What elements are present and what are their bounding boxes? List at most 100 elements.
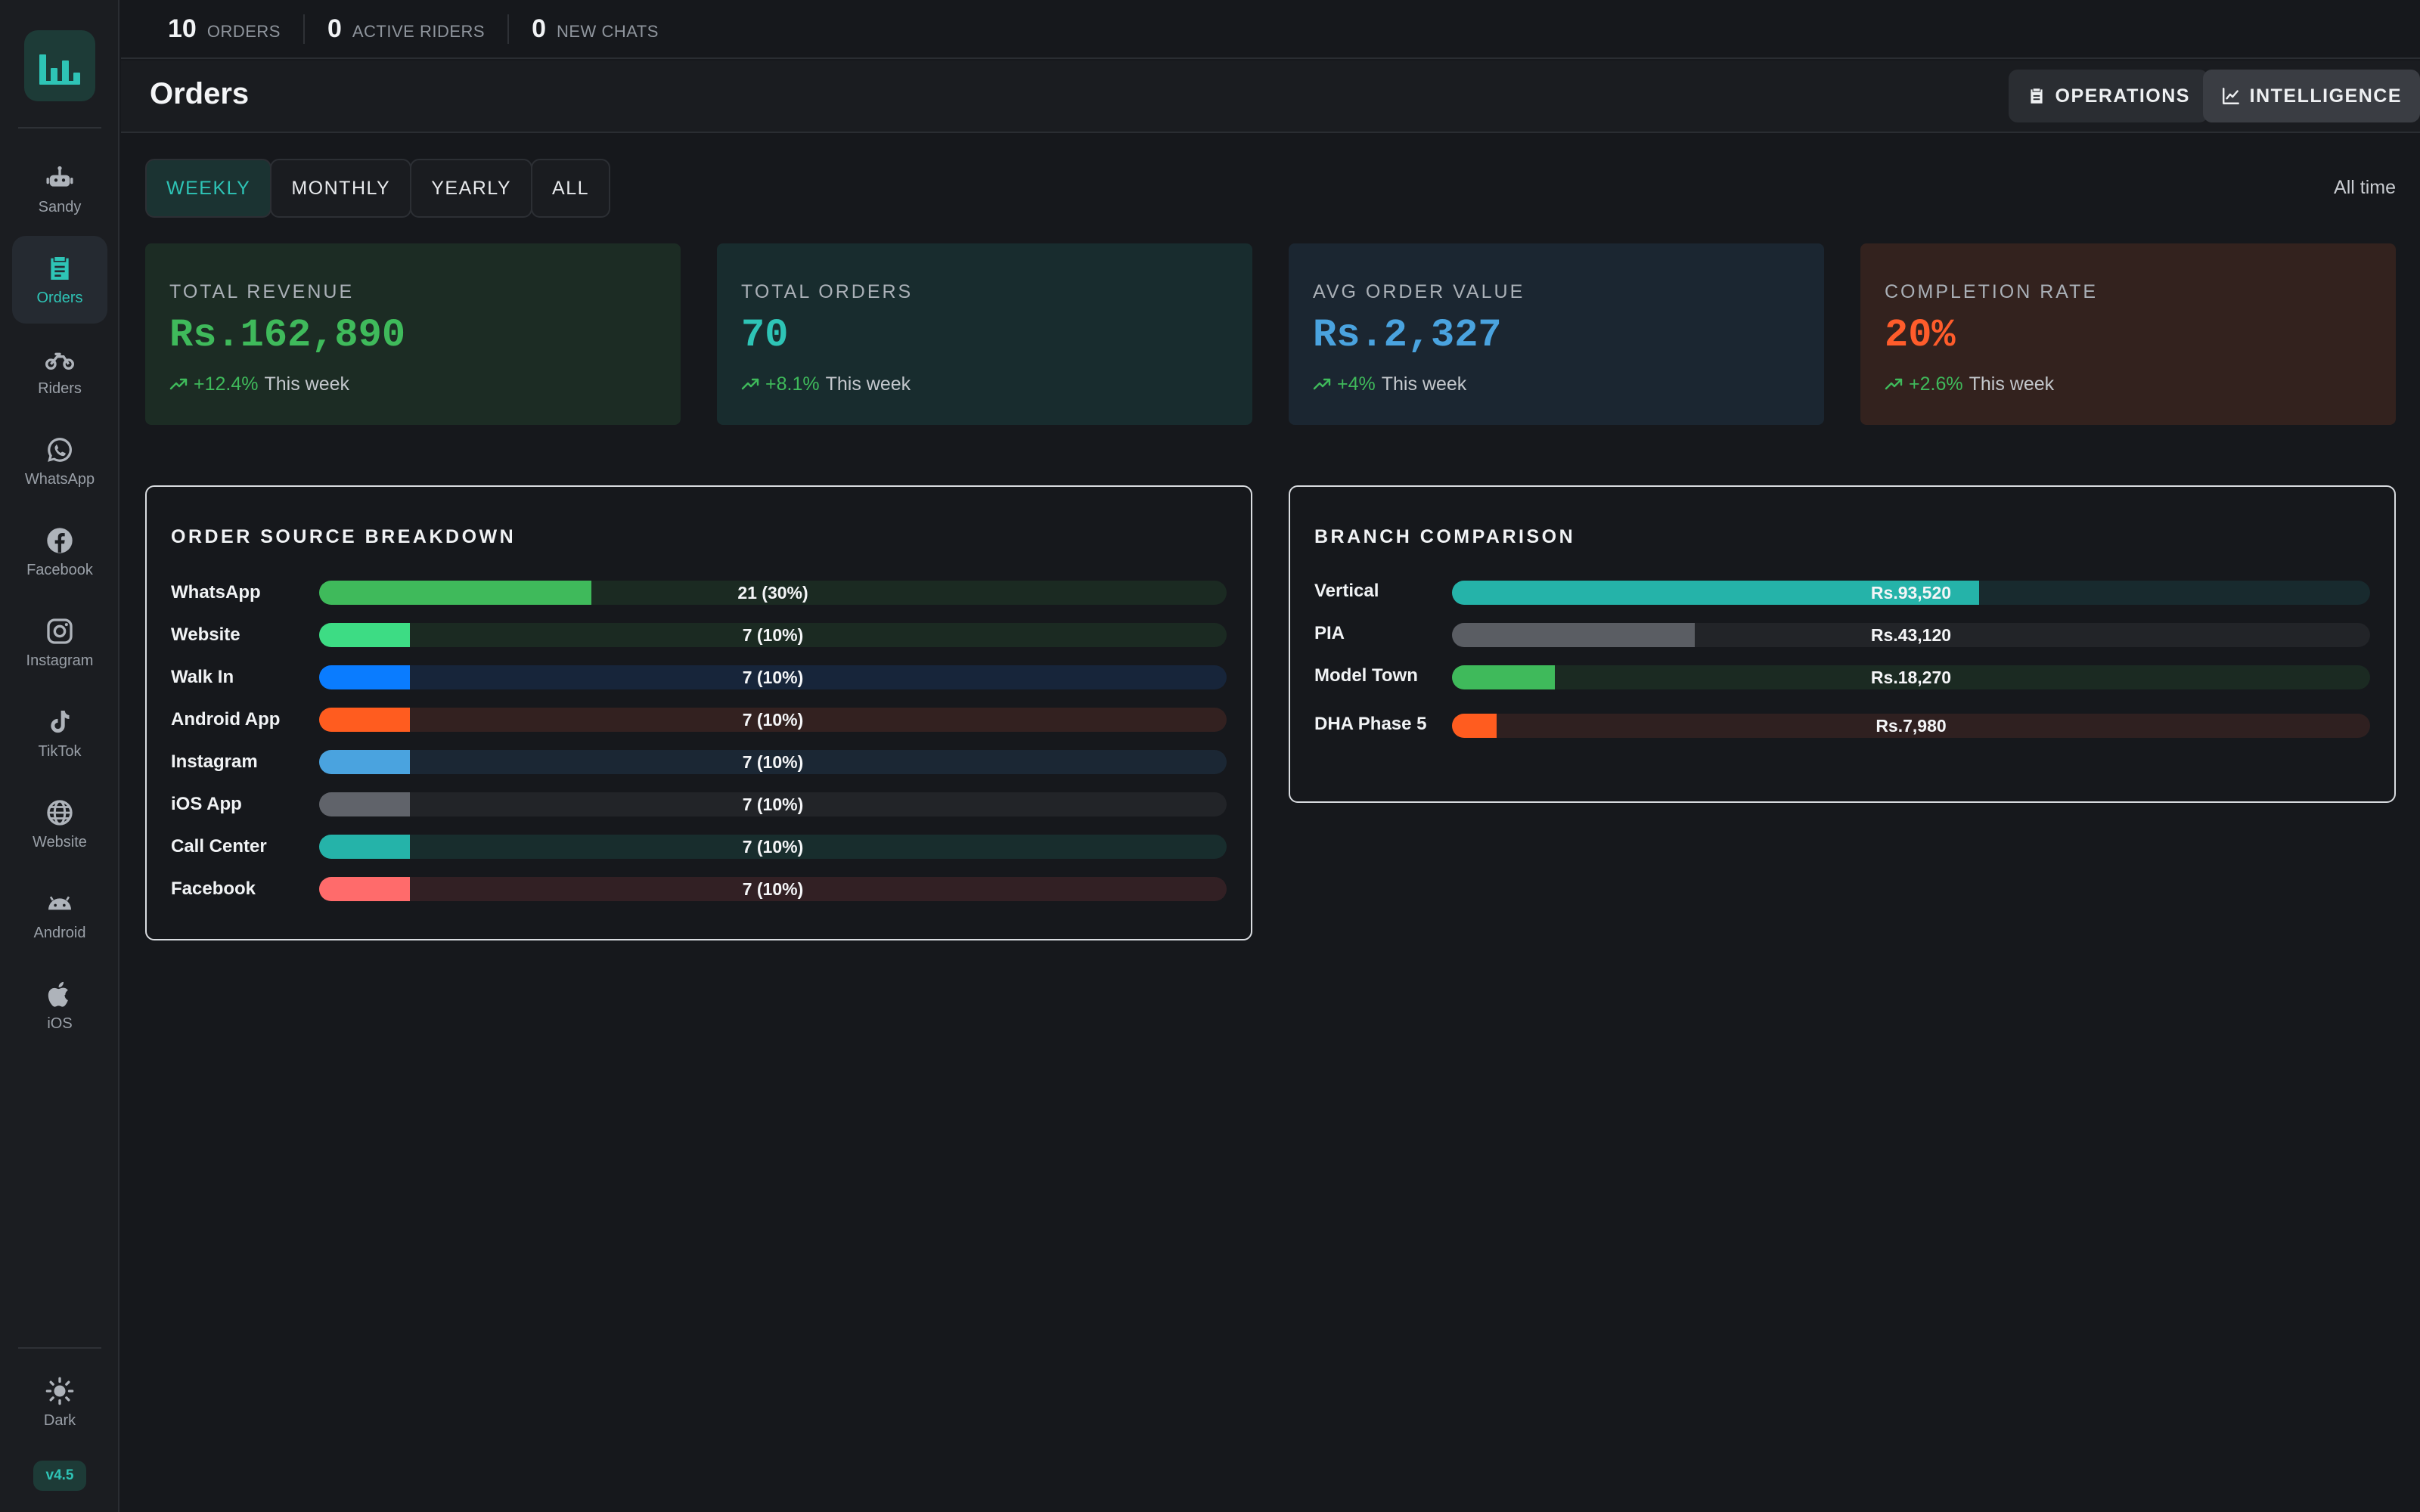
sidebar-item-label: Sandy <box>38 198 82 215</box>
bar-category-label: Facebook <box>171 878 256 899</box>
branch-comparison-panel: BRANCH COMPARISON Vertical Rs.93,520 PIA Rs… <box>1289 485 2396 803</box>
bar-fill <box>319 581 591 605</box>
sidebar-item-riders[interactable]: Riders <box>12 327 107 414</box>
bar-value-label: 7 (10%) <box>742 879 804 899</box>
bar-track: Rs.43,120 <box>1452 623 2370 647</box>
theme-label: Dark <box>43 1411 76 1429</box>
bar-fill <box>1452 581 1979 605</box>
sidebar-item-sandy[interactable]: Sandy <box>12 145 107 233</box>
bar-row: Walk In 7 (10%) <box>171 664 1227 691</box>
bar-category-label: PIA <box>1314 623 1345 643</box>
sidebar: Sandy Orders Riders WhatsApp Facebook In… <box>0 0 119 1512</box>
filter-monthly[interactable]: MONTHLY <box>270 159 412 218</box>
bar-row: Facebook 7 (10%) <box>171 875 1227 903</box>
trend-up-icon <box>169 378 188 389</box>
bar-track: Rs.93,520 <box>1452 581 2370 605</box>
sidebar-item-label: TikTok <box>38 742 82 760</box>
bar-category-label: WhatsApp <box>171 582 261 603</box>
bar-track: 7 (10%) <box>319 792 1227 816</box>
bar-fill <box>319 877 410 901</box>
kpi-delta-period: This week <box>1381 373 1467 395</box>
bar-value-label: Rs.7,980 <box>1876 716 1947 736</box>
sun-icon <box>45 1377 74 1405</box>
stat-value: 0 <box>327 14 342 43</box>
sidebar-item-label: Orders <box>36 289 83 306</box>
clipboard-icon <box>2030 88 2043 104</box>
operations-button[interactable]: OPERATIONS <box>2008 70 2208 122</box>
sidebar-item-instagram[interactable]: Instagram <box>12 599 107 686</box>
kpi-card-total-orders: TOTAL ORDERS 70 +8.1% This week <box>717 243 1252 425</box>
bar-row: PIA Rs.43,120 <box>1314 621 2370 649</box>
bar-track: 7 (10%) <box>319 623 1227 647</box>
stat-value: 0 <box>532 14 546 43</box>
android-icon <box>48 896 71 909</box>
kpi-delta-value: +2.6% <box>1909 373 1963 395</box>
bar-value-label: 7 (10%) <box>742 668 804 687</box>
bar-row: DHA Phase 5 Rs.7,980 <box>1314 712 2370 739</box>
bar-row: Call Center 7 (10%) <box>171 833 1227 860</box>
version-badge: v4.5 <box>33 1461 86 1491</box>
bar-value-label: 7 (10%) <box>742 710 804 730</box>
sidebar-item-whatsapp[interactable]: WhatsApp <box>12 417 107 505</box>
stat-label: ACTIVE RIDERS <box>352 21 486 41</box>
sidebar-item-facebook[interactable]: Facebook <box>12 508 107 596</box>
bar-row: WhatsApp 21 (30%) <box>171 579 1227 606</box>
bar-fill <box>1452 623 1696 647</box>
bar-value-label: 7 (10%) <box>742 625 804 645</box>
kpi-value: Rs.2,327 <box>1313 313 1502 358</box>
operations-label: OPERATIONS <box>2055 85 2190 107</box>
bar-row: iOS App 7 (10%) <box>171 791 1227 818</box>
bar-fill <box>1452 714 1497 738</box>
globe-icon <box>47 799 73 826</box>
page-title: Orders <box>150 77 250 110</box>
sidebar-item-label: Riders <box>38 380 82 397</box>
trend-up-icon <box>1313 378 1331 389</box>
bar-category-label: DHA Phase 5 <box>1314 714 1427 734</box>
kpi-value: Rs.162,890 <box>169 313 406 358</box>
app-logo[interactable] <box>24 30 95 101</box>
bar-track: 7 (10%) <box>319 665 1227 689</box>
bar-fill <box>1452 665 1556 689</box>
bar-category-label: Instagram <box>171 751 258 772</box>
kpi-delta-period: This week <box>1969 373 2055 395</box>
trend-chart-icon <box>2222 88 2239 104</box>
filter-weekly[interactable]: WEEKLY <box>145 159 272 218</box>
kpi-delta-value: +8.1% <box>765 373 820 395</box>
bar-value-label: Rs.43,120 <box>1870 625 1952 645</box>
bar-row: Android App 7 (10%) <box>171 706 1227 733</box>
intelligence-button[interactable]: INTELLIGENCE <box>2202 70 2420 122</box>
kpi-value: 20% <box>1885 313 1956 358</box>
bar-fill <box>319 623 410 647</box>
sidebar-item-ios[interactable]: iOS <box>12 962 107 1049</box>
bar-category-label: Call Center <box>171 836 267 857</box>
sidebar-item-android[interactable]: Android <box>12 871 107 959</box>
bar-fill <box>319 792 410 816</box>
kpi-delta: +4% This week <box>1313 373 1466 395</box>
bar-row: Model Town Rs.18,270 <box>1314 664 2370 691</box>
bar-row: Instagram 7 (10%) <box>171 748 1227 776</box>
bar-track: 7 (10%) <box>319 708 1227 732</box>
sidebar-item-orders[interactable]: Orders <box>12 236 107 324</box>
filter-yearly[interactable]: YEARLY <box>410 159 533 218</box>
kpi-delta-value: +4% <box>1337 373 1376 395</box>
sidebar-item-label: Website <box>33 833 87 850</box>
bar-value-label: Rs.93,520 <box>1870 583 1952 603</box>
bar-fill <box>319 665 410 689</box>
filter-all[interactable]: ALL <box>531 159 611 218</box>
kpi-delta: +12.4% This week <box>169 373 349 395</box>
sidebar-item-website[interactable]: Website <box>12 780 107 868</box>
bar-value-label: Rs.18,270 <box>1870 668 1952 687</box>
tiktok-icon <box>51 710 70 733</box>
sidebar-item-tiktok[interactable]: TikTok <box>12 689 107 777</box>
whatsapp-icon <box>48 437 72 462</box>
bar-fill <box>319 750 410 774</box>
stat-active-riders: 0 ACTIVE RIDERS <box>327 14 510 44</box>
period-filter-group: WEEKLY MONTHLY YEARLY ALL <box>145 159 611 218</box>
apple-icon <box>48 981 68 1007</box>
bar-track: Rs.18,270 <box>1452 665 2370 689</box>
theme-toggle[interactable]: Dark <box>12 1361 107 1444</box>
kpi-value: 70 <box>741 313 789 358</box>
kpi-title: COMPLETION RATE <box>1885 281 2099 302</box>
range-label: All time <box>2334 177 2396 198</box>
sidebar-divider <box>18 127 101 129</box>
